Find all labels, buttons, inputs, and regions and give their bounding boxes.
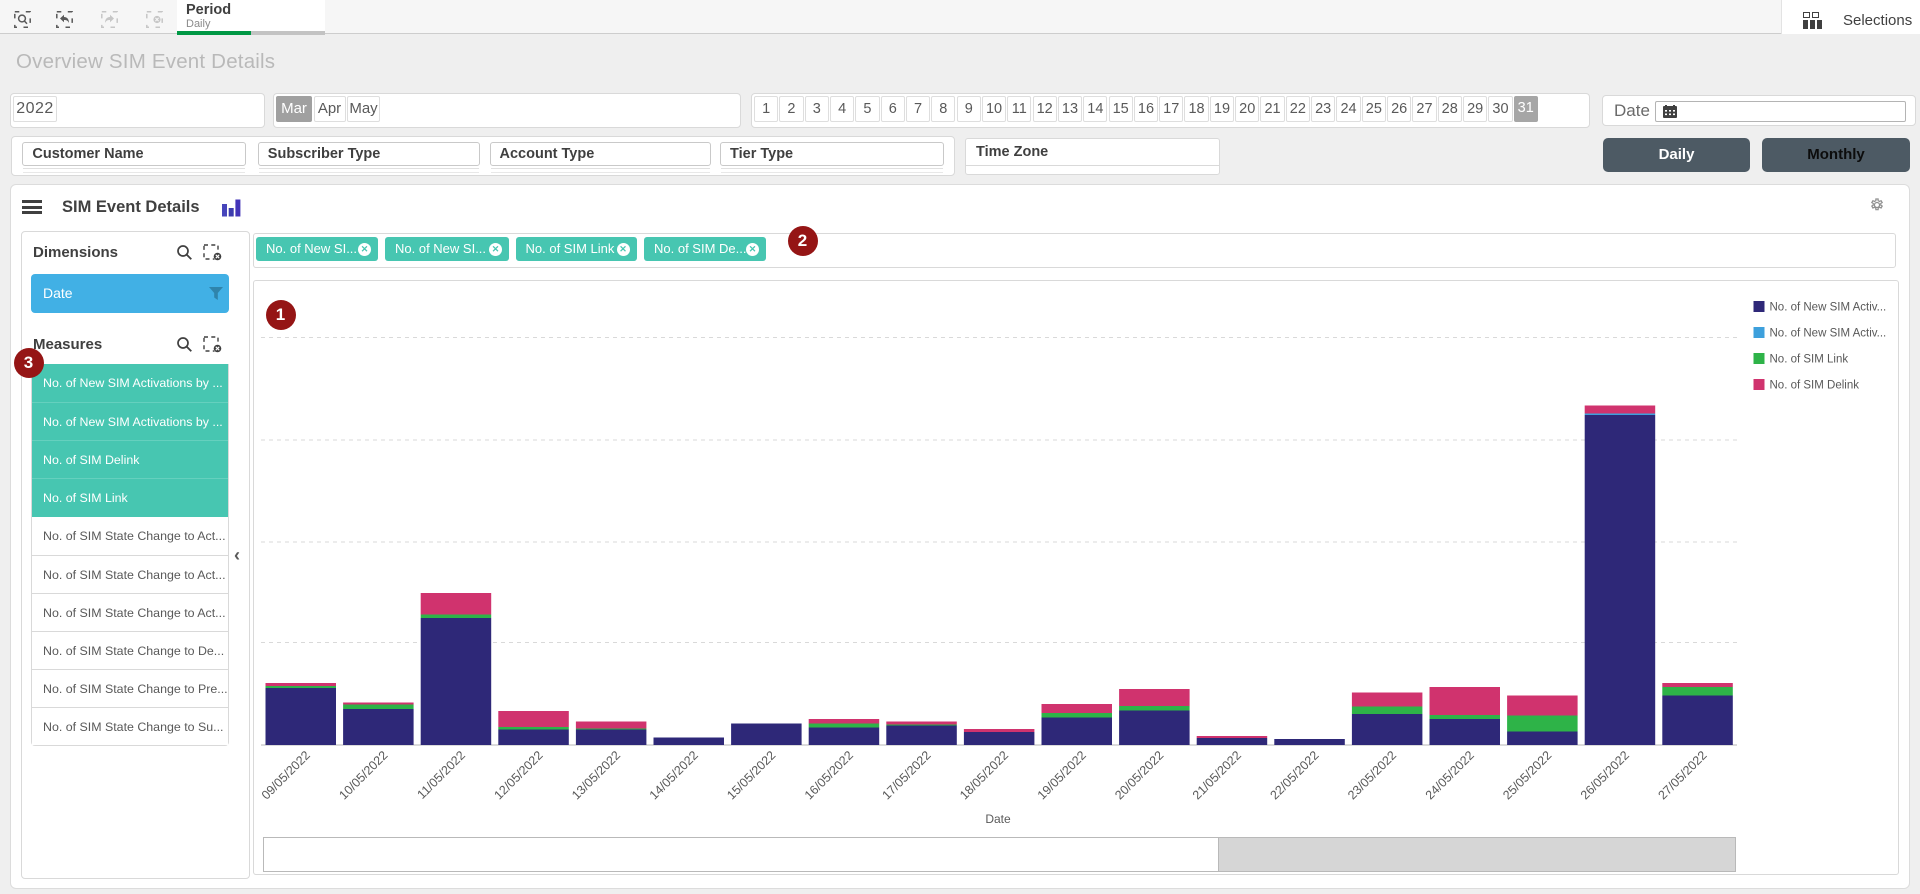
svg-text:No. of New SIM Activ...: No. of New SIM Activ...: [1769, 328, 1886, 340]
svg-text:No. of New SIM Activ...: No. of New SIM Activ...: [1769, 302, 1886, 314]
svg-text:No. of SIM Delink: No. of SIM Delink: [1769, 380, 1859, 392]
svg-text:10/05/2022: 10/05/2022: [336, 748, 390, 802]
svg-text:23/05/2022: 23/05/2022: [1345, 748, 1399, 802]
svg-text:No. of SIM Link: No. of SIM Link: [1769, 354, 1848, 366]
svg-text:24/05/2022: 24/05/2022: [1422, 748, 1476, 802]
svg-text:21/05/2022: 21/05/2022: [1189, 748, 1243, 802]
svg-text:17/05/2022: 17/05/2022: [879, 748, 933, 802]
svg-text:22/05/2022: 22/05/2022: [1267, 748, 1321, 802]
svg-text:09/05/2022: 09/05/2022: [258, 748, 312, 802]
svg-text:12/05/2022: 12/05/2022: [491, 748, 545, 802]
svg-text:14/05/2022: 14/05/2022: [646, 748, 700, 802]
svg-text:18/05/2022: 18/05/2022: [957, 748, 1011, 802]
svg-text:11/05/2022: 11/05/2022: [414, 748, 468, 802]
svg-text:27/05/2022: 27/05/2022: [1655, 748, 1709, 802]
svg-text:25/05/2022: 25/05/2022: [1500, 748, 1554, 802]
svg-text:26/05/2022: 26/05/2022: [1577, 748, 1631, 802]
svg-text:13/05/2022: 13/05/2022: [569, 748, 623, 802]
svg-text:16/05/2022: 16/05/2022: [801, 748, 855, 802]
svg-text:15/05/2022: 15/05/2022: [724, 748, 778, 802]
svg-text:20/05/2022: 20/05/2022: [1112, 748, 1166, 802]
svg-text:19/05/2022: 19/05/2022: [1034, 748, 1088, 802]
svg-text:Date: Date: [985, 812, 1011, 826]
